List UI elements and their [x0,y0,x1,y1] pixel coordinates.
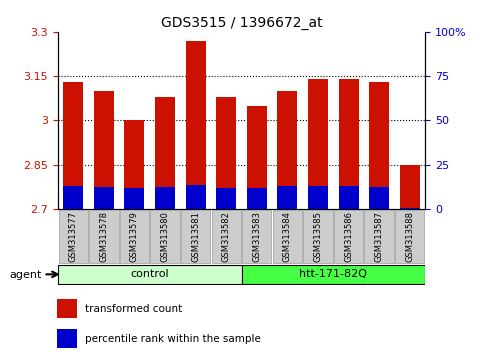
Bar [400,165,420,209]
Bar [94,91,114,209]
Bar [339,187,358,209]
Text: agent: agent [10,270,42,280]
Text: GSM313584: GSM313584 [283,211,292,262]
Text: GDS3515 / 1396672_at: GDS3515 / 1396672_at [161,16,322,30]
Bar [57,299,77,318]
Bar [242,265,425,284]
Bar [58,265,242,284]
Text: htt-171-82Q: htt-171-82Q [299,269,367,279]
Bar [308,79,328,209]
Text: GSM313581: GSM313581 [191,211,200,262]
Bar [125,120,144,209]
Bar [57,329,77,348]
Bar [155,187,175,209]
Text: GSM313587: GSM313587 [375,211,384,262]
Bar [181,210,210,263]
Bar [303,210,333,263]
Bar [369,82,389,209]
Bar [63,187,83,209]
Bar [400,208,420,209]
Bar [277,91,298,209]
Text: GSM313586: GSM313586 [344,211,353,262]
Bar [277,187,298,209]
Text: GSM313578: GSM313578 [99,211,108,262]
Bar [273,210,302,263]
Bar [365,210,394,263]
Bar [242,210,271,263]
Bar [125,188,144,209]
Bar [247,188,267,209]
Text: GSM313577: GSM313577 [69,211,78,262]
Text: GSM313583: GSM313583 [252,211,261,262]
Bar [308,187,328,209]
Bar [185,41,206,209]
Text: GSM313582: GSM313582 [222,211,231,262]
Bar [120,210,149,263]
Bar [150,210,180,263]
Bar [63,82,83,209]
Bar [155,97,175,209]
Text: GSM313579: GSM313579 [130,211,139,262]
Text: transformed count: transformed count [85,304,183,314]
Bar [247,105,267,209]
Text: control: control [130,269,169,279]
Text: GSM313580: GSM313580 [160,211,170,262]
Bar [334,210,363,263]
Bar [185,185,206,209]
Bar [216,188,236,209]
Bar [216,97,236,209]
Bar [369,187,389,209]
Text: percentile rank within the sample: percentile rank within the sample [85,333,261,343]
Bar [339,79,358,209]
Bar [212,210,241,263]
Bar [89,210,118,263]
Bar [94,187,114,209]
Text: GSM313588: GSM313588 [405,211,414,262]
Bar [58,210,88,263]
Bar [395,210,425,263]
Text: GSM313585: GSM313585 [313,211,323,262]
